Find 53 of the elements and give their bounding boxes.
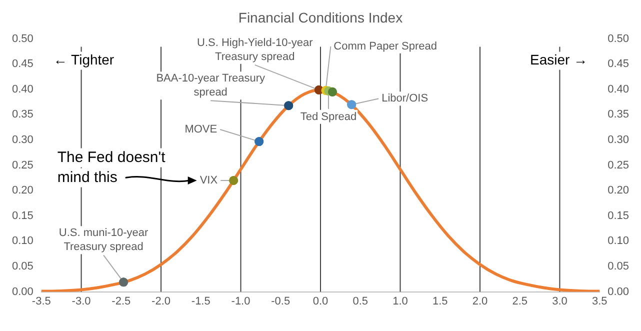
y-tick-label: 0.05 bbox=[12, 260, 34, 273]
annotation: ← Tighter bbox=[53, 52, 114, 68]
y2-tick-label: 0.15 bbox=[608, 210, 630, 222]
x-tick-label: 3.0 bbox=[552, 295, 568, 308]
point bbox=[229, 176, 238, 185]
chart-title: Financial Conditions Index bbox=[238, 9, 403, 26]
y-tick-label: 0.45 bbox=[12, 58, 34, 70]
y2-tick-label: 0.50 bbox=[608, 32, 630, 45]
x-tick-label: 1.0 bbox=[392, 295, 408, 308]
y2-tick-label: 0.05 bbox=[608, 260, 630, 273]
x-tick-label: 3.5 bbox=[592, 295, 608, 308]
y-tick-label: 0.15 bbox=[12, 210, 34, 222]
x-tick-label: -2.0 bbox=[152, 295, 171, 308]
y-tick-label: 0.30 bbox=[12, 134, 34, 146]
annotation: The Fed doesn't mind this bbox=[57, 148, 166, 186]
x-tick-label: -1.0 bbox=[231, 295, 250, 308]
x-tick-label: -3.5 bbox=[32, 295, 51, 308]
text: U.S. High-Yield-10-year Treasury spread bbox=[197, 36, 314, 63]
x-tick-label: 2.0 bbox=[472, 295, 488, 308]
y2-tick-label: 0.30 bbox=[608, 134, 630, 146]
x-tick-label: 2.5 bbox=[512, 295, 528, 308]
y-tick-label: 0.00 bbox=[12, 286, 34, 298]
y2-tick-label: 0.35 bbox=[608, 108, 630, 121]
x-tick-label: -2.5 bbox=[112, 295, 131, 308]
y-tick-label: 0.25 bbox=[12, 159, 34, 172]
y2-tick-label: 0.40 bbox=[608, 83, 630, 96]
x-tick-label: 1.5 bbox=[432, 295, 448, 308]
text: MOVE bbox=[184, 124, 218, 136]
text: Comm Paper Spread bbox=[334, 40, 438, 52]
series-label: VIX bbox=[200, 174, 218, 187]
series-label: BAA-10-year Treasury spread bbox=[156, 72, 266, 99]
y2-tick-label: 0.00 bbox=[608, 286, 630, 298]
y-tick-label: 0.10 bbox=[12, 235, 34, 248]
x-tick-label: -3.0 bbox=[72, 295, 91, 308]
x-tick-label: -1.5 bbox=[191, 295, 210, 308]
text: Ted Spread bbox=[300, 110, 357, 123]
y2-tick-label: 0.45 bbox=[608, 58, 630, 70]
x-tick-label: 0.0 bbox=[312, 295, 328, 308]
point bbox=[254, 137, 264, 146]
point bbox=[328, 87, 337, 96]
y2-tick-label: 0.20 bbox=[608, 184, 630, 197]
point bbox=[119, 278, 128, 287]
x-tick-label: -0.5 bbox=[271, 295, 290, 308]
x-tick-label: 0.5 bbox=[352, 295, 368, 308]
text: Libor/OIS bbox=[382, 92, 428, 105]
y-tick-label: 0.35 bbox=[12, 108, 34, 121]
y2-tick-label: 0.10 bbox=[608, 235, 630, 248]
text: U.S. muni-10-year Treasury spread bbox=[58, 227, 148, 254]
y-tick-label: 0.40 bbox=[12, 83, 34, 96]
y-tick-label: 0.50 bbox=[12, 32, 34, 45]
y-tick-label: 0.20 bbox=[12, 184, 34, 197]
annotation: Easier → bbox=[530, 52, 588, 68]
y2-tick-label: 0.25 bbox=[608, 159, 630, 172]
